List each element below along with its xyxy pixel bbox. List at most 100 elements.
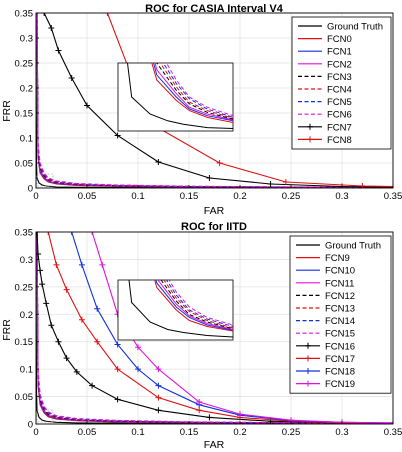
data-point-marker (94, 338, 101, 345)
data-point-marker (36, 232, 41, 235)
x-tick-label: 0.35 (384, 191, 402, 202)
data-point-marker (89, 232, 96, 235)
inset-series-line-0 (126, 63, 233, 129)
data-point-marker (155, 159, 162, 165)
data-point-marker (114, 366, 121, 373)
inset-zoom (117, 62, 234, 132)
inset-series-line-1 (151, 63, 233, 124)
legend-marker (305, 342, 311, 349)
data-point-marker (206, 175, 213, 181)
data-point-marker (155, 394, 162, 401)
data-point-marker (78, 316, 85, 323)
x-tick-label: 0.25 (282, 191, 301, 202)
legend-label: FCN8 (327, 135, 352, 146)
inset-series-line-1 (154, 280, 233, 332)
data-point-marker (359, 183, 366, 188)
inset-series-line-5 (163, 280, 233, 329)
data-point-marker (237, 411, 243, 418)
y-tick-label: 0 (28, 184, 33, 195)
inset-series-line-2 (152, 63, 233, 122)
legend-box (289, 235, 392, 394)
legend-label: Ground Truth (327, 22, 383, 33)
y-tick-label: 0.05 (15, 159, 34, 170)
legend-label: FCN18 (325, 367, 355, 378)
legend-label: FCN5 (327, 97, 352, 108)
data-point-marker (196, 399, 203, 406)
x-tick-label: 0.3 (335, 427, 348, 438)
x-tick-label: 0.2 (233, 191, 246, 202)
inset-series-line-3 (154, 63, 233, 121)
y-axis-label: FRR (1, 319, 13, 341)
y-tick-label: 0.35 (15, 228, 34, 239)
x-axis-label: FAR (204, 205, 225, 217)
inset-zoom (117, 279, 234, 341)
data-point-marker (63, 286, 70, 293)
series-line-7 (36, 13, 393, 188)
inset-series-line-6 (165, 280, 233, 328)
data-point-marker (68, 232, 75, 235)
x-tick-label: 0.35 (384, 427, 402, 438)
legend-marker (305, 380, 311, 387)
legend-label: FCN13 (325, 304, 355, 315)
data-point-marker (48, 322, 55, 329)
x-tick-label: 0 (33, 191, 38, 202)
data-point-marker (155, 407, 162, 414)
inset-series-line-7 (165, 63, 233, 117)
plot-area (36, 13, 393, 188)
data-point-marker (196, 407, 203, 414)
chart-title: ROC for IITD (181, 221, 247, 233)
legend-label: FCN11 (325, 278, 354, 289)
x-tick-label: 0.05 (78, 191, 97, 202)
data-point-marker (267, 181, 274, 187)
y-tick-label: 0.3 (20, 34, 33, 45)
data-point-marker (104, 13, 111, 16)
data-point-marker (48, 25, 55, 31)
inset-series-line-2 (155, 280, 233, 331)
series-line-11 (91, 232, 393, 424)
legend-marker (307, 123, 313, 130)
y-tick-label: 0.3 (20, 255, 33, 266)
data-point-marker (206, 414, 213, 421)
data-point-marker (63, 355, 70, 362)
legend-label: FCN19 (325, 379, 355, 390)
x-tick-label: 0.2 (233, 427, 246, 438)
x-tick-label: 0 (33, 427, 38, 438)
data-point-marker (43, 300, 50, 307)
y-tick-label: 0.15 (15, 109, 34, 120)
data-point-marker (155, 382, 162, 389)
x-tick-label: 0.1 (131, 427, 144, 438)
data-point-marker (41, 13, 48, 16)
y-tick-label: 0 (28, 420, 33, 431)
data-point-marker (68, 75, 75, 81)
inset-series-line-0 (128, 280, 233, 338)
legend-label: FCN4 (327, 85, 352, 96)
x-tick-label: 0.25 (282, 427, 301, 438)
data-point-marker (55, 47, 62, 54)
legend-label: FCN6 (327, 110, 352, 121)
zoom-source-box (36, 173, 54, 187)
data-point-marker (135, 366, 141, 373)
legend-label: FCN10 (325, 266, 355, 277)
legend-label: FCN12 (325, 291, 355, 302)
data-point-marker (390, 419, 393, 424)
data-point-marker (78, 261, 85, 268)
data-point-marker (216, 160, 223, 166)
x-tick-label: 0.3 (335, 191, 348, 202)
data-point-marker (37, 267, 44, 274)
data-point-marker (84, 102, 90, 109)
legend: Ground TruthFCN9FCN10FCN11FCN12FCN13FCN1… (289, 235, 392, 394)
axes-frame (35, 12, 394, 189)
series-line-7 (36, 232, 393, 424)
y-tick-label: 0.1 (20, 134, 33, 145)
data-point-marker (45, 232, 52, 235)
data-point-marker (55, 338, 62, 345)
legend-label: FCN1 (327, 47, 352, 58)
data-point-marker (73, 368, 80, 375)
data-point-marker (114, 341, 121, 348)
plot-area (36, 232, 393, 424)
zoom-source-box (36, 409, 54, 423)
x-tick-label: 0.05 (78, 427, 97, 438)
x-tick-label: 0.1 (131, 191, 144, 202)
data-point-marker (390, 183, 393, 188)
